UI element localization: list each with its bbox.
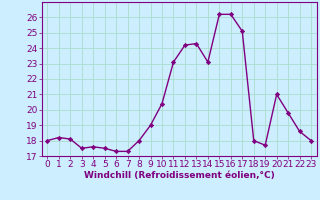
X-axis label: Windchill (Refroidissement éolien,°C): Windchill (Refroidissement éolien,°C) [84,171,275,180]
